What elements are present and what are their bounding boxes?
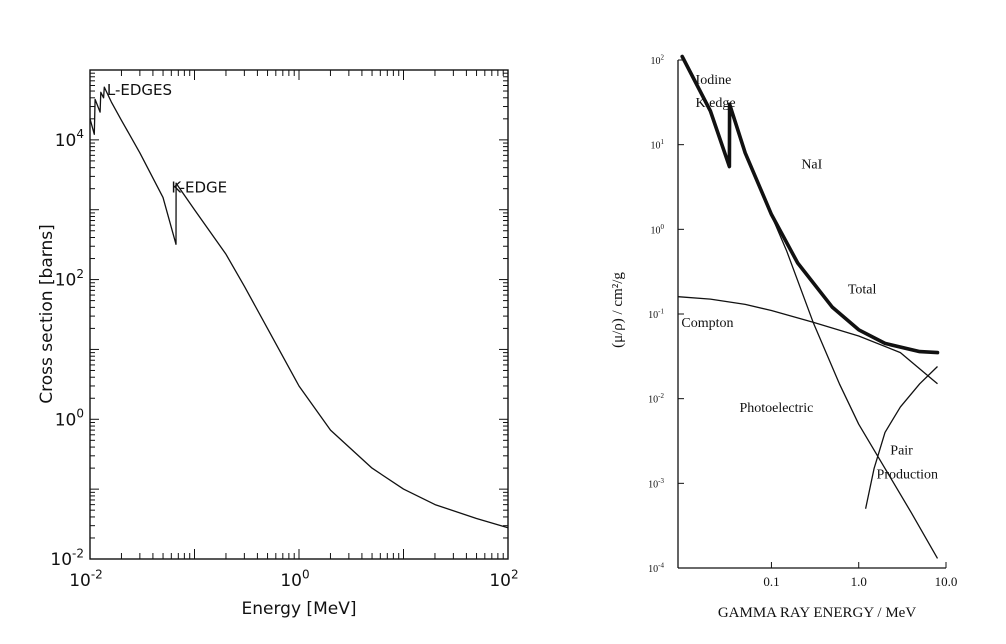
left-annotation-l-edges: L-EDGES [107,81,172,99]
right-y-tick-label-mantissa: 10 [648,479,658,490]
right-y-tick-label-mantissa: 10 [648,395,658,406]
right-curve-pair-production [864,366,938,509]
right-y-tick-label-exponent: -1 [658,308,664,316]
left-y-tick-label-mantissa: 10 [50,550,72,570]
right-annotation-k-edge: K edge [696,96,736,111]
left-x-tick-label-exponent: 2 [511,567,519,581]
left-x-tick-label-mantissa: 10 [280,571,302,591]
right-curves [677,54,940,559]
right-annotation-production: Production [877,468,938,483]
right-y-tick-label-exponent: 2 [661,54,665,62]
right-y-tick-label: 102 [651,54,665,68]
left-y-axis-label: Cross section [barns] [37,224,57,403]
left-x-axis-label: Energy [MeV] [242,599,357,619]
right-y-tick-label: 101 [651,138,665,152]
left-x-tick-label-mantissa: 10 [489,571,511,591]
right-y-tick-label-mantissa: 10 [651,141,661,152]
left-y-tick-label-exponent: 2 [76,267,84,281]
left-y-tick-label-mantissa: 10 [55,131,77,151]
left-cross-section-curve [89,86,509,529]
right-y-tick-label: 10-2 [648,392,664,406]
left-y-tick-label: 104 [55,127,84,151]
left-x-tick-label-mantissa: 10 [69,571,91,591]
right-y-tick-label: 10-4 [648,562,664,576]
left-y-tick-label-exponent: -2 [72,546,84,560]
right-y-tick-label: 10-3 [648,477,664,491]
left-x-tick-label-exponent: -2 [91,567,103,581]
right-annotation-total: Total [848,283,877,298]
right-y-axis-label: (μ/ρ) / cm²/g [610,272,626,348]
right-y-tick-label-exponent: 1 [661,138,665,146]
right-y-tick-label-exponent: 0 [661,223,665,231]
left-y-tick-label: 10-2 [50,546,84,570]
right-curve-photoelectric [762,195,939,559]
right-x-tick-label: 0.1 [763,574,779,589]
right-annotations: Iodine K edge NaI Total Compton Photoelectric… [681,73,938,483]
right-curve-compton [677,296,938,385]
right-y-tick-label-exponent: -3 [658,477,664,485]
right-annotation-nai: NaI [801,157,822,172]
left-y-tick-label: 100 [55,407,84,431]
right-y-tick-label: 10-1 [648,308,664,322]
left-y-tick-label-exponent: 0 [76,407,84,421]
left-plot-frame [89,69,509,560]
right-annotation-compton: Compton [681,316,733,331]
left-annotations: L-EDGES K-EDGE [107,81,227,197]
left-x-tick-label-exponent: 0 [302,567,310,581]
right-annotation-photoelectric: Photoelectric [739,401,813,416]
right-annotation-pair: Pair [890,444,913,459]
right-y-tick-label-exponent: -2 [658,392,664,400]
right-y-tick-label-mantissa: 10 [651,56,661,67]
left-y-tick-label-mantissa: 10 [55,410,77,430]
left-annotation-k-edge: K-EDGE [171,179,227,197]
right-y-tick-label-mantissa: 10 [651,225,661,236]
left-x-tick-label: 10-2 [69,567,103,591]
right-curve-total [680,54,940,355]
right-y-tick-label-mantissa: 10 [648,310,658,321]
left-y-tick-label: 102 [55,267,84,291]
left-x-tick-label: 102 [489,567,518,591]
right-x-axis-label: GAMMA RAY ENERGY / MeV [718,605,917,621]
left-minor-ticks [90,70,508,559]
right-x-tick-label: 1.0 [851,574,867,589]
right-x-tick-label: 10.0 [935,574,958,589]
right-y-tick-label: 100 [651,223,665,237]
left-x-tick-label: 100 [280,567,309,591]
left-y-tick-label-mantissa: 10 [55,271,77,291]
right-y-tick-label-exponent: -4 [658,562,664,570]
right-y-tick-label-mantissa: 10 [648,564,658,575]
right-annotation-iodine: Iodine [696,73,732,88]
left-y-tick-label-exponent: 4 [76,127,84,141]
